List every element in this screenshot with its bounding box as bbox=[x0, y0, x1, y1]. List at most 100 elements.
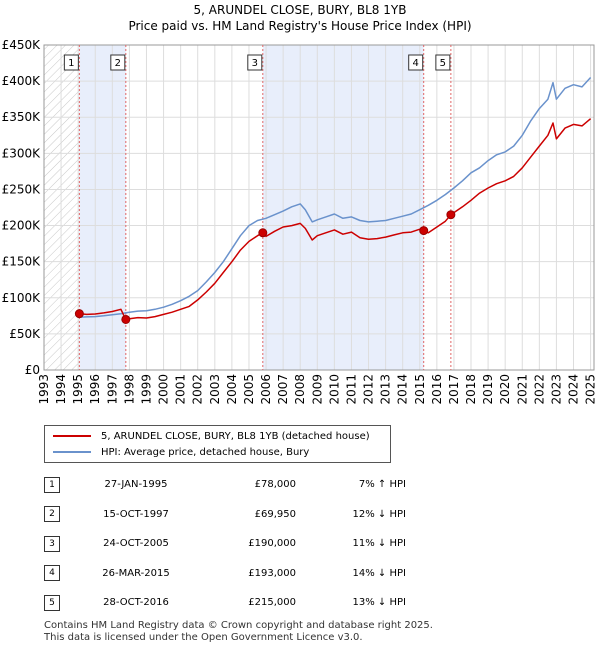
y-tick-label: £350K bbox=[2, 110, 42, 124]
sale-point bbox=[74, 309, 84, 319]
x-tick-label: 2016 bbox=[430, 374, 444, 405]
sale-number: 3 bbox=[44, 535, 60, 552]
sale-date-cell: 27-JAN-1995 bbox=[76, 470, 196, 500]
y-tick-label: £450K bbox=[2, 38, 42, 52]
x-tick-label: 2014 bbox=[396, 374, 410, 405]
plot-frame bbox=[43, 44, 595, 371]
x-tick-label: 1993 bbox=[37, 374, 51, 405]
sale-point bbox=[446, 210, 456, 220]
legend-swatch-price bbox=[53, 435, 91, 437]
x-tick-label: 2018 bbox=[464, 374, 478, 405]
sale-hpi-diff: 7% ↑ HPI bbox=[358, 479, 406, 491]
sales-table-row: 4 26-MAR-2015 £193,000 14% ↓ HPI bbox=[44, 559, 406, 589]
y-tick-label: £250K bbox=[2, 182, 42, 196]
sale-label-number: 4 bbox=[413, 58, 419, 69]
sale-hpi-diff-cell: 11% ↓ HPI bbox=[296, 529, 406, 559]
ownership-band bbox=[262, 45, 424, 370]
x-tick-label: 2001 bbox=[174, 374, 188, 405]
sale-label-box: 4 bbox=[408, 54, 424, 71]
sale-number-cell: 3 bbox=[44, 529, 76, 559]
hpi-line bbox=[78, 76, 592, 319]
sale-price: £78,000 bbox=[254, 479, 296, 491]
x-tick-label: 2022 bbox=[532, 374, 546, 405]
chart-title: 5, ARUNDEL CLOSE, BURY, BL8 1YB bbox=[193, 3, 407, 17]
y-tick-label: £400K bbox=[2, 74, 42, 88]
sales-table-row: 5 28-OCT-2016 £215,000 13% ↓ HPI bbox=[44, 588, 406, 618]
x-tick-label: 2020 bbox=[498, 374, 512, 405]
sale-hpi-diff-cell: 7% ↑ HPI bbox=[296, 470, 406, 500]
x-tick-label: 1999 bbox=[139, 374, 153, 405]
y-tick-label: £200K bbox=[2, 219, 42, 233]
x-tick-label: 2024 bbox=[567, 374, 581, 405]
sale-date-cell: 28-OCT-2016 bbox=[76, 588, 196, 618]
sale-label-frame bbox=[110, 54, 126, 71]
sale-date: 28-OCT-2016 bbox=[103, 597, 169, 609]
sale-label-number: 3 bbox=[252, 58, 258, 69]
sale-hpi-diff: 11% ↓ HPI bbox=[352, 538, 406, 550]
y-tick-label: £300K bbox=[2, 146, 42, 160]
sale-point bbox=[258, 228, 268, 238]
sale-date-cell: 15-OCT-1997 bbox=[76, 500, 196, 530]
sale-label-box: 1 bbox=[63, 54, 79, 71]
sale-label-frame bbox=[435, 54, 451, 71]
sale-number: 1 bbox=[44, 476, 60, 493]
x-tick-label: 2015 bbox=[413, 374, 427, 405]
sale-label-frame bbox=[408, 54, 424, 71]
sale-number-cell: 4 bbox=[44, 559, 76, 589]
sales-table-row: 2 15-OCT-1997 £69,950 12% ↓ HPI bbox=[44, 500, 406, 530]
sale-number: 4 bbox=[44, 565, 60, 582]
x-tick-label: 2002 bbox=[191, 374, 205, 405]
sale-point bbox=[121, 314, 131, 324]
sale-label-number: 5 bbox=[440, 58, 446, 69]
hatched-region bbox=[44, 45, 80, 370]
ownership-band bbox=[79, 45, 126, 370]
sale-price: £193,000 bbox=[248, 567, 296, 579]
sale-number: 2 bbox=[44, 506, 60, 523]
x-tick-label: 2017 bbox=[447, 374, 461, 405]
y-tick-label: £150K bbox=[2, 255, 42, 269]
legend: 5, ARUNDEL CLOSE, BURY, BL8 1YB (detache… bbox=[44, 425, 391, 463]
sale-label-number: 1 bbox=[68, 58, 74, 69]
sale-hpi-diff: 12% ↓ HPI bbox=[352, 508, 406, 520]
x-tick-label: 2013 bbox=[379, 374, 393, 405]
footer: Contains HM Land Registry data © Crown c… bbox=[44, 620, 433, 644]
sale-date: 27-JAN-1995 bbox=[104, 479, 168, 491]
sale-price: £215,000 bbox=[248, 597, 296, 609]
x-tick-label: 2023 bbox=[549, 374, 563, 405]
sale-number-cell: 5 bbox=[44, 588, 76, 618]
x-tick-label: 2021 bbox=[515, 374, 529, 405]
x-tick-label: 2012 bbox=[362, 374, 376, 405]
sale-date: 24-OCT-2005 bbox=[103, 538, 169, 550]
x-tick-label: 2000 bbox=[157, 374, 171, 405]
sale-hpi-diff-cell: 12% ↓ HPI bbox=[296, 500, 406, 530]
chart-subtitle: Price paid vs. HM Land Registry's House … bbox=[128, 19, 472, 33]
sale-number-cell: 2 bbox=[44, 500, 76, 530]
x-tick-label: 2011 bbox=[344, 374, 358, 405]
sale-hpi-diff-cell: 13% ↓ HPI bbox=[296, 588, 406, 618]
x-tick-label: 1997 bbox=[105, 374, 119, 405]
sale-label-frame bbox=[63, 54, 79, 71]
sale-date: 26-MAR-2015 bbox=[102, 567, 170, 579]
footer-line-2: This data is licensed under the Open Gov… bbox=[44, 632, 363, 643]
sale-date-cell: 26-MAR-2015 bbox=[76, 559, 196, 589]
series-group bbox=[78, 76, 592, 321]
y-tick-label: £50K bbox=[9, 327, 41, 341]
sale-hpi-diff: 14% ↓ HPI bbox=[352, 567, 406, 579]
legend-label-price: 5, ARUNDEL CLOSE, BURY, BL8 1YB (detache… bbox=[101, 430, 370, 442]
footer-line-1: Contains HM Land Registry data © Crown c… bbox=[44, 620, 433, 631]
legend-label-hpi: HPI: Average price, detached house, Bury bbox=[101, 446, 310, 458]
sale-date-cell: 24-OCT-2005 bbox=[76, 529, 196, 559]
sale-price-cell: £78,000 bbox=[196, 470, 296, 500]
sale-number-cell: 1 bbox=[44, 470, 76, 500]
sale-label-box: 5 bbox=[435, 54, 451, 71]
chart: £0 £50K £100K £150K £200K £250K £300K £350K £400… bbox=[2, 38, 598, 405]
sale-date: 15-OCT-1997 bbox=[103, 508, 169, 520]
sale-price-cell: £190,000 bbox=[196, 529, 296, 559]
sale-price: £190,000 bbox=[248, 538, 296, 550]
legend-item-price: 5, ARUNDEL CLOSE, BURY, BL8 1YB (detache… bbox=[53, 429, 370, 443]
x-tick-label: 2008 bbox=[293, 374, 307, 405]
legend-swatch-hpi bbox=[53, 451, 91, 453]
sale-hpi-diff: 13% ↓ HPI bbox=[352, 597, 406, 609]
sale-price: £69,950 bbox=[254, 508, 296, 520]
x-tick-label: 1994 bbox=[54, 374, 68, 405]
